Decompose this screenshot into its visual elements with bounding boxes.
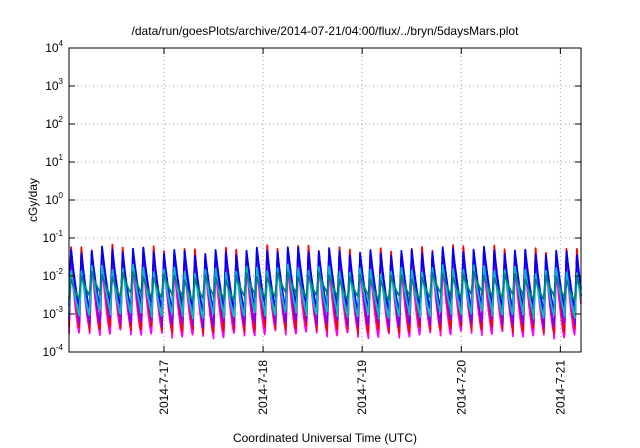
x-axis: 2014-7-17 2014-7-18 2014-7-19 2014-7-20 2014… bbox=[157, 48, 567, 415]
x-tick-label: 2014-7-18 bbox=[256, 360, 270, 415]
x-tick-label: 2014-7-20 bbox=[454, 360, 468, 415]
y-tick-label: 100 bbox=[45, 191, 63, 207]
y-axis: 10-4 10-3 10-2 10-1 100 101 102 103 104 bbox=[43, 39, 581, 359]
y-tick-label: 101 bbox=[45, 153, 63, 169]
x-tick-label: 2014-7-21 bbox=[553, 360, 567, 415]
y-tick-label: 103 bbox=[45, 77, 63, 93]
chart-title: /data/run/goesPlots/archive/2014-07-21/0… bbox=[132, 24, 520, 38]
x-tick-label: 2014-7-19 bbox=[355, 360, 369, 415]
x-tick-label: 2014-7-17 bbox=[157, 360, 171, 415]
y-tick-label: 10-3 bbox=[43, 305, 64, 321]
series-line bbox=[68, 270, 582, 302]
y-tick-label: 10-4 bbox=[43, 343, 64, 359]
series-group bbox=[68, 243, 582, 340]
y-axis-label: cGy/day bbox=[26, 178, 40, 222]
y-tick-label: 10-1 bbox=[43, 229, 64, 245]
x-axis-label: Coordinated Universal Time (UTC) bbox=[233, 431, 417, 445]
series-line bbox=[68, 245, 582, 313]
y-tick-label: 104 bbox=[45, 39, 63, 55]
y-tick-label: 10-2 bbox=[43, 267, 64, 283]
y-tick-label: 102 bbox=[45, 115, 63, 131]
